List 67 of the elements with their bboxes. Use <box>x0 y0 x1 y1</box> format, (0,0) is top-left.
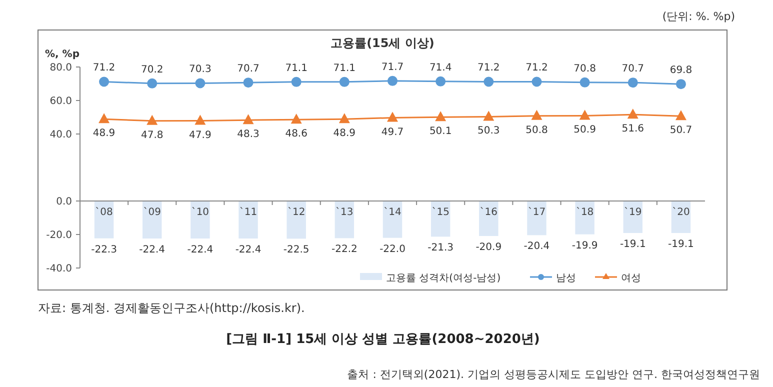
data-label: 71.4 <box>429 62 452 74</box>
data-label: 48.6 <box>285 128 308 140</box>
data-label: 50.9 <box>574 124 596 136</box>
data-label: 70.8 <box>574 63 596 74</box>
x-tick-label: `08 <box>95 207 113 218</box>
x-tick-label: `16 <box>480 207 498 218</box>
data-label: 71.2 <box>526 62 548 74</box>
data-label: 48.9 <box>333 128 356 140</box>
data-label: -22.5 <box>283 244 310 256</box>
data-label: 70.3 <box>189 64 212 76</box>
data-label: -19.1 <box>620 238 646 250</box>
data-label: -22.0 <box>380 244 406 255</box>
data-label: 71.1 <box>285 62 308 74</box>
data-label: 51.6 <box>622 124 644 135</box>
data-label: -22.4 <box>139 244 166 256</box>
y-tick-label: 60.0 <box>50 96 72 107</box>
data-label: -22.3 <box>91 244 117 256</box>
data-label: 50.8 <box>526 124 548 136</box>
data-label: 47.8 <box>140 130 164 141</box>
data-label: 47.9 <box>189 130 212 141</box>
x-tick-label: `11 <box>239 207 258 218</box>
data-label: 70.7 <box>237 64 260 75</box>
data-label: 71.2 <box>92 62 116 74</box>
y-tick-label: 80.0 <box>50 62 72 74</box>
chart-title: 고용률(15세 이상) <box>330 36 434 50</box>
y-tick-label: 0.0 <box>56 196 72 208</box>
x-tick-label: `18 <box>576 207 594 218</box>
y-tick-label: -20.0 <box>46 230 72 241</box>
data-label: 70.2 <box>140 64 164 76</box>
text: [그림 Ⅱ-1] 15세 이상 성별 고용률(2008~2020년) <box>226 332 540 347</box>
data-label: 70.7 <box>622 64 644 75</box>
data-label: 71.2 <box>478 62 500 74</box>
x-tick-label: `12 <box>287 207 306 218</box>
x-tick-label: `15 <box>432 207 450 218</box>
x-tick-label: `09 <box>143 207 161 218</box>
x-tick-label: `10 <box>191 207 210 218</box>
y-tick-label: -40.0 <box>46 264 72 274</box>
data-label: 71.1 <box>333 62 356 74</box>
source-note: 출처 : 전기택외(2021). 기업의 성평등공시제도 도입방안 연구. 한국여성정책연구원 <box>347 368 760 381</box>
y-tick-label: 40.0 <box>50 130 72 140</box>
text: 자료: 통계청. 경제활동인구조사(http://kosis.kr). <box>38 301 305 315</box>
y-axis-title: %, %p <box>45 49 80 60</box>
x-tick-label: `17 <box>528 207 546 218</box>
x-tick-label: `20 <box>672 207 690 218</box>
legend-label: 남성 <box>556 273 576 284</box>
data-label: 48.9 <box>92 128 116 140</box>
text: (단위: %. %p) <box>662 10 735 23</box>
legend-label: 고용률 성격차(여성-남성) <box>386 273 501 284</box>
data-label: -20.9 <box>476 242 502 254</box>
data-label: 71.7 <box>381 62 404 73</box>
data-label: -19.9 <box>572 240 598 252</box>
data-label: -22.4 <box>235 244 262 256</box>
data-label: -19.1 <box>668 238 694 250</box>
x-tick-label: `13 <box>336 207 354 218</box>
data-label: -21.3 <box>428 242 454 254</box>
data-label: -22.2 <box>331 244 358 256</box>
data-label: 69.8 <box>670 65 692 76</box>
data-label: 50.3 <box>478 126 500 137</box>
x-tick-label: `19 <box>624 207 642 218</box>
data-label: 50.7 <box>670 125 692 136</box>
data-label: -20.4 <box>524 241 550 252</box>
data-label: 49.7 <box>381 126 404 138</box>
legend-label: 여성 <box>621 273 641 284</box>
data-label: 50.1 <box>429 126 452 138</box>
x-tick-label: `14 <box>384 207 402 218</box>
data-label: 48.3 <box>237 129 260 140</box>
data-label: -22.4 <box>187 244 214 256</box>
